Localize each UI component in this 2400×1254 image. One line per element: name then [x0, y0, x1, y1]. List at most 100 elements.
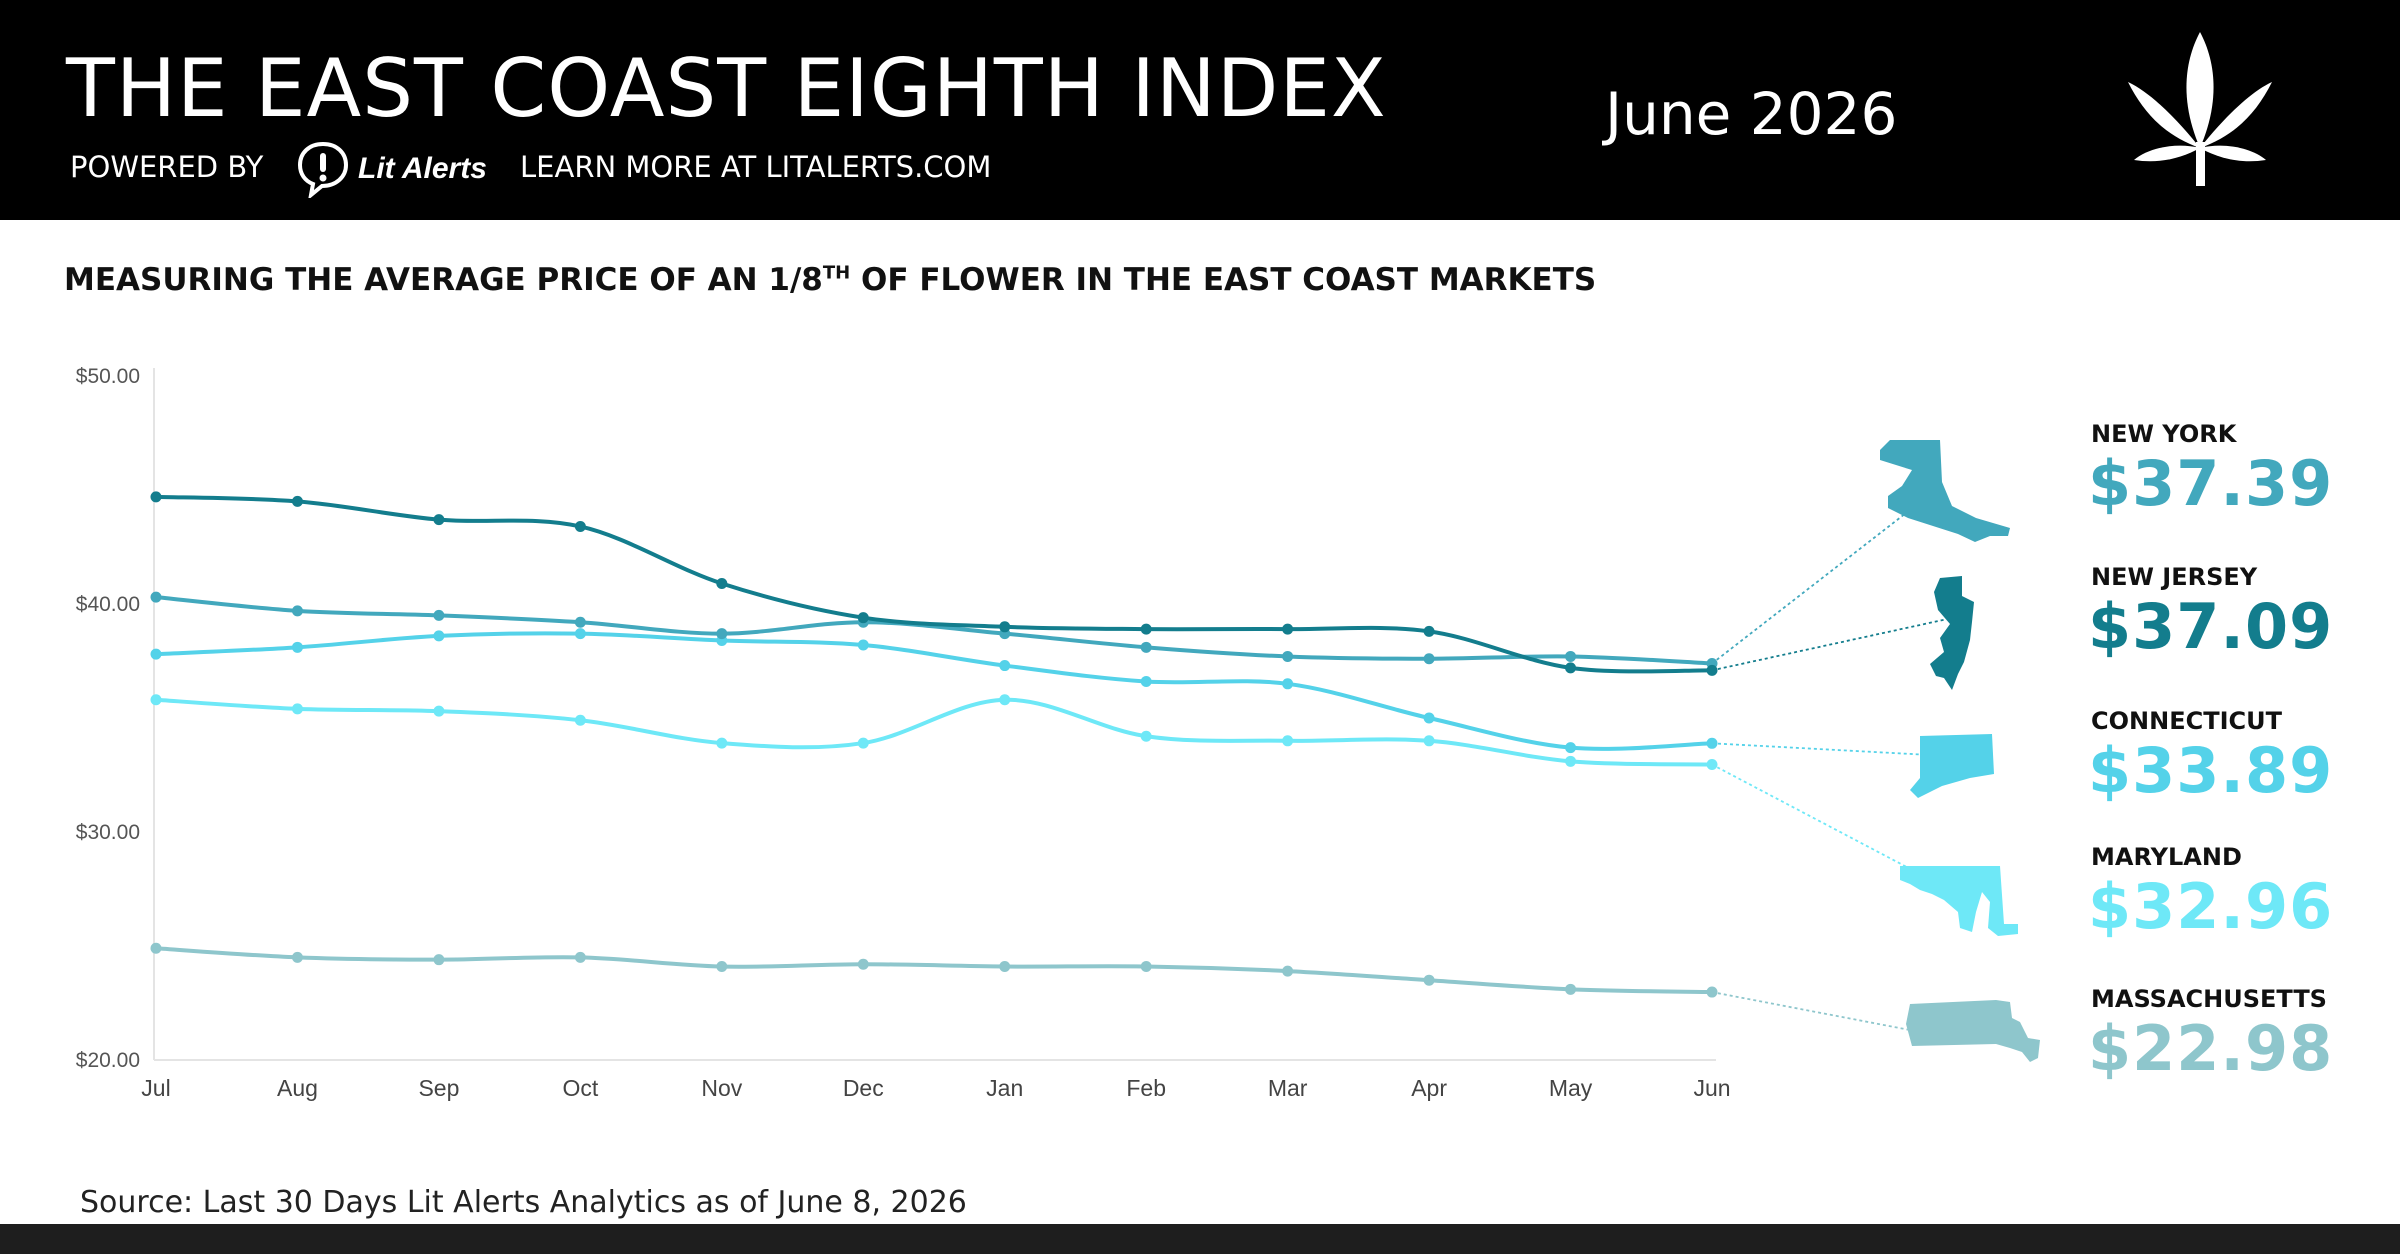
data-point-maryland — [291, 703, 303, 715]
data-point-connecticut — [999, 660, 1011, 672]
data-point-massachusetts — [291, 951, 303, 963]
legend-value-connecticut: $33.89 — [2088, 734, 2334, 807]
data-point-connecticut — [291, 641, 303, 653]
data-point-massachusetts — [716, 961, 728, 973]
data-point-new-jersey — [857, 612, 869, 624]
data-point-new-york — [1423, 653, 1435, 665]
x-tick-label: Jun — [1693, 1075, 1730, 1101]
data-point-maryland — [1565, 755, 1577, 767]
data-point-maryland — [150, 694, 162, 706]
learn-more-link[interactable]: LEARN MORE AT LITALERTS.COM — [520, 150, 992, 184]
chart-subtitle: MEASURING THE AVERAGE PRICE OF AN 1/8TH … — [64, 262, 1596, 298]
data-point-connecticut — [1423, 712, 1435, 724]
data-point-maryland — [1706, 759, 1718, 771]
data-point-new-jersey — [1282, 623, 1294, 635]
data-point-new-jersey — [291, 495, 303, 507]
data-point-maryland — [1140, 730, 1152, 742]
data-point-new-jersey — [1140, 623, 1152, 635]
price-line-chart: $20.00 $30.00 $40.00 $50.00 Jul Aug Sep Oct Nov D… — [76, 365, 2040, 1101]
new-jersey-state-icon — [1930, 576, 1974, 690]
connecticut-state-icon — [1910, 734, 1994, 798]
data-point-maryland — [999, 694, 1011, 706]
y-tick-label: $40.00 — [76, 593, 140, 616]
subtitle-superscript: TH — [822, 262, 851, 284]
y-tick-label: $50.00 — [76, 365, 140, 388]
y-tick-label: $20.00 — [76, 1049, 140, 1072]
data-point-connecticut — [857, 639, 869, 651]
data-point-new-jersey — [716, 577, 728, 589]
report-date: June 2026 — [1605, 80, 1898, 148]
data-point-massachusetts — [1706, 986, 1718, 998]
state-icons — [1880, 440, 2040, 1062]
x-tick-label: Dec — [843, 1075, 884, 1101]
connector-new-jersey — [1711, 617, 1953, 672]
series-line-massachusetts — [154, 946, 1714, 995]
data-point-maryland — [1282, 735, 1294, 747]
data-point-maryland — [857, 737, 869, 749]
legend-name-new-jersey: NEW JERSEY — [2091, 563, 2258, 591]
series-line-new-jersey — [154, 494, 1714, 674]
data-point-massachusetts — [1423, 974, 1435, 986]
brand-name: Lit Alerts — [358, 152, 487, 185]
data-point-maryland — [574, 714, 586, 726]
data-point-massachusetts — [433, 954, 445, 966]
data-point-massachusetts — [1565, 983, 1577, 995]
y-tick-label: $30.00 — [76, 821, 140, 844]
data-point-new-york — [433, 609, 445, 621]
data-point-connecticut — [574, 628, 586, 640]
cannabis-leaf-icon — [2128, 32, 2272, 186]
data-point-new-jersey — [999, 621, 1011, 633]
legend-value-maryland: $32.96 — [2088, 870, 2334, 943]
data-point-new-york — [1565, 650, 1577, 662]
maryland-state-icon — [1900, 866, 2018, 936]
massachusetts-state-icon — [1906, 1000, 2040, 1062]
exclamation-bubble-icon — [297, 141, 349, 198]
chart-points — [150, 491, 1718, 998]
connector-maryland — [1711, 763, 1959, 895]
source-note: Source: Last 30 Days Lit Alerts Analytic… — [80, 1185, 967, 1220]
data-point-maryland — [433, 705, 445, 717]
subtitle-main: MEASURING THE AVERAGE PRICE OF AN 1/8 — [64, 262, 823, 298]
chart-lines — [154, 494, 1714, 995]
chart-axes: $20.00 $30.00 $40.00 $50.00 Jul Aug Sep Oct Nov D… — [76, 365, 1731, 1101]
data-point-new-jersey — [1423, 625, 1435, 637]
data-point-massachusetts — [999, 961, 1011, 973]
legend-value-new-jersey: $37.09 — [2088, 590, 2334, 663]
footer-bar — [0, 1224, 2400, 1254]
data-point-massachusetts — [1140, 961, 1152, 973]
data-point-maryland — [716, 737, 728, 749]
x-tick-label: Oct — [562, 1075, 598, 1101]
connector-new-york — [1711, 495, 1929, 665]
data-point-connecticut — [150, 648, 162, 660]
header-banner: THE EAST COAST EIGHTH INDEX POWERED BY L… — [0, 0, 2400, 220]
data-point-new-jersey — [1706, 664, 1718, 676]
legend-name-massachusetts: MASSACHUSETTS — [2091, 985, 2327, 1013]
data-point-maryland — [1423, 735, 1435, 747]
data-point-connecticut — [1565, 742, 1577, 754]
data-point-connecticut — [1706, 737, 1718, 749]
x-tick-label: Apr — [1411, 1075, 1447, 1101]
data-point-new-york — [150, 591, 162, 603]
data-point-new-york — [1140, 641, 1152, 653]
series-line-maryland — [154, 697, 1714, 767]
x-tick-label: Jan — [986, 1075, 1023, 1101]
legend-name-connecticut: CONNECTICUT — [2091, 707, 2282, 735]
powered-by-text: POWERED BY — [70, 150, 264, 184]
x-tick-label: May — [1549, 1075, 1593, 1101]
index-title: THE EAST COAST EIGHTH INDEX — [66, 42, 1387, 135]
data-point-new-york — [716, 628, 728, 640]
x-tick-label: Aug — [277, 1075, 318, 1101]
data-point-new-jersey — [433, 514, 445, 526]
data-point-connecticut — [433, 630, 445, 642]
series-line-connecticut — [154, 631, 1714, 751]
subtitle-rest: OF FLOWER IN THE EAST COAST MARKETS — [850, 262, 1597, 298]
new-york-state-icon — [1880, 440, 2010, 542]
data-point-new-jersey — [1565, 662, 1577, 674]
x-tick-label: Mar — [1268, 1075, 1308, 1101]
data-point-new-york — [574, 616, 586, 628]
legend-value-new-york: $37.39 — [2088, 447, 2334, 520]
data-point-massachusetts — [857, 958, 869, 970]
data-point-massachusetts — [574, 951, 586, 963]
x-tick-label: Feb — [1126, 1075, 1166, 1101]
legend-value-massachusetts: $22.98 — [2088, 1012, 2334, 1085]
